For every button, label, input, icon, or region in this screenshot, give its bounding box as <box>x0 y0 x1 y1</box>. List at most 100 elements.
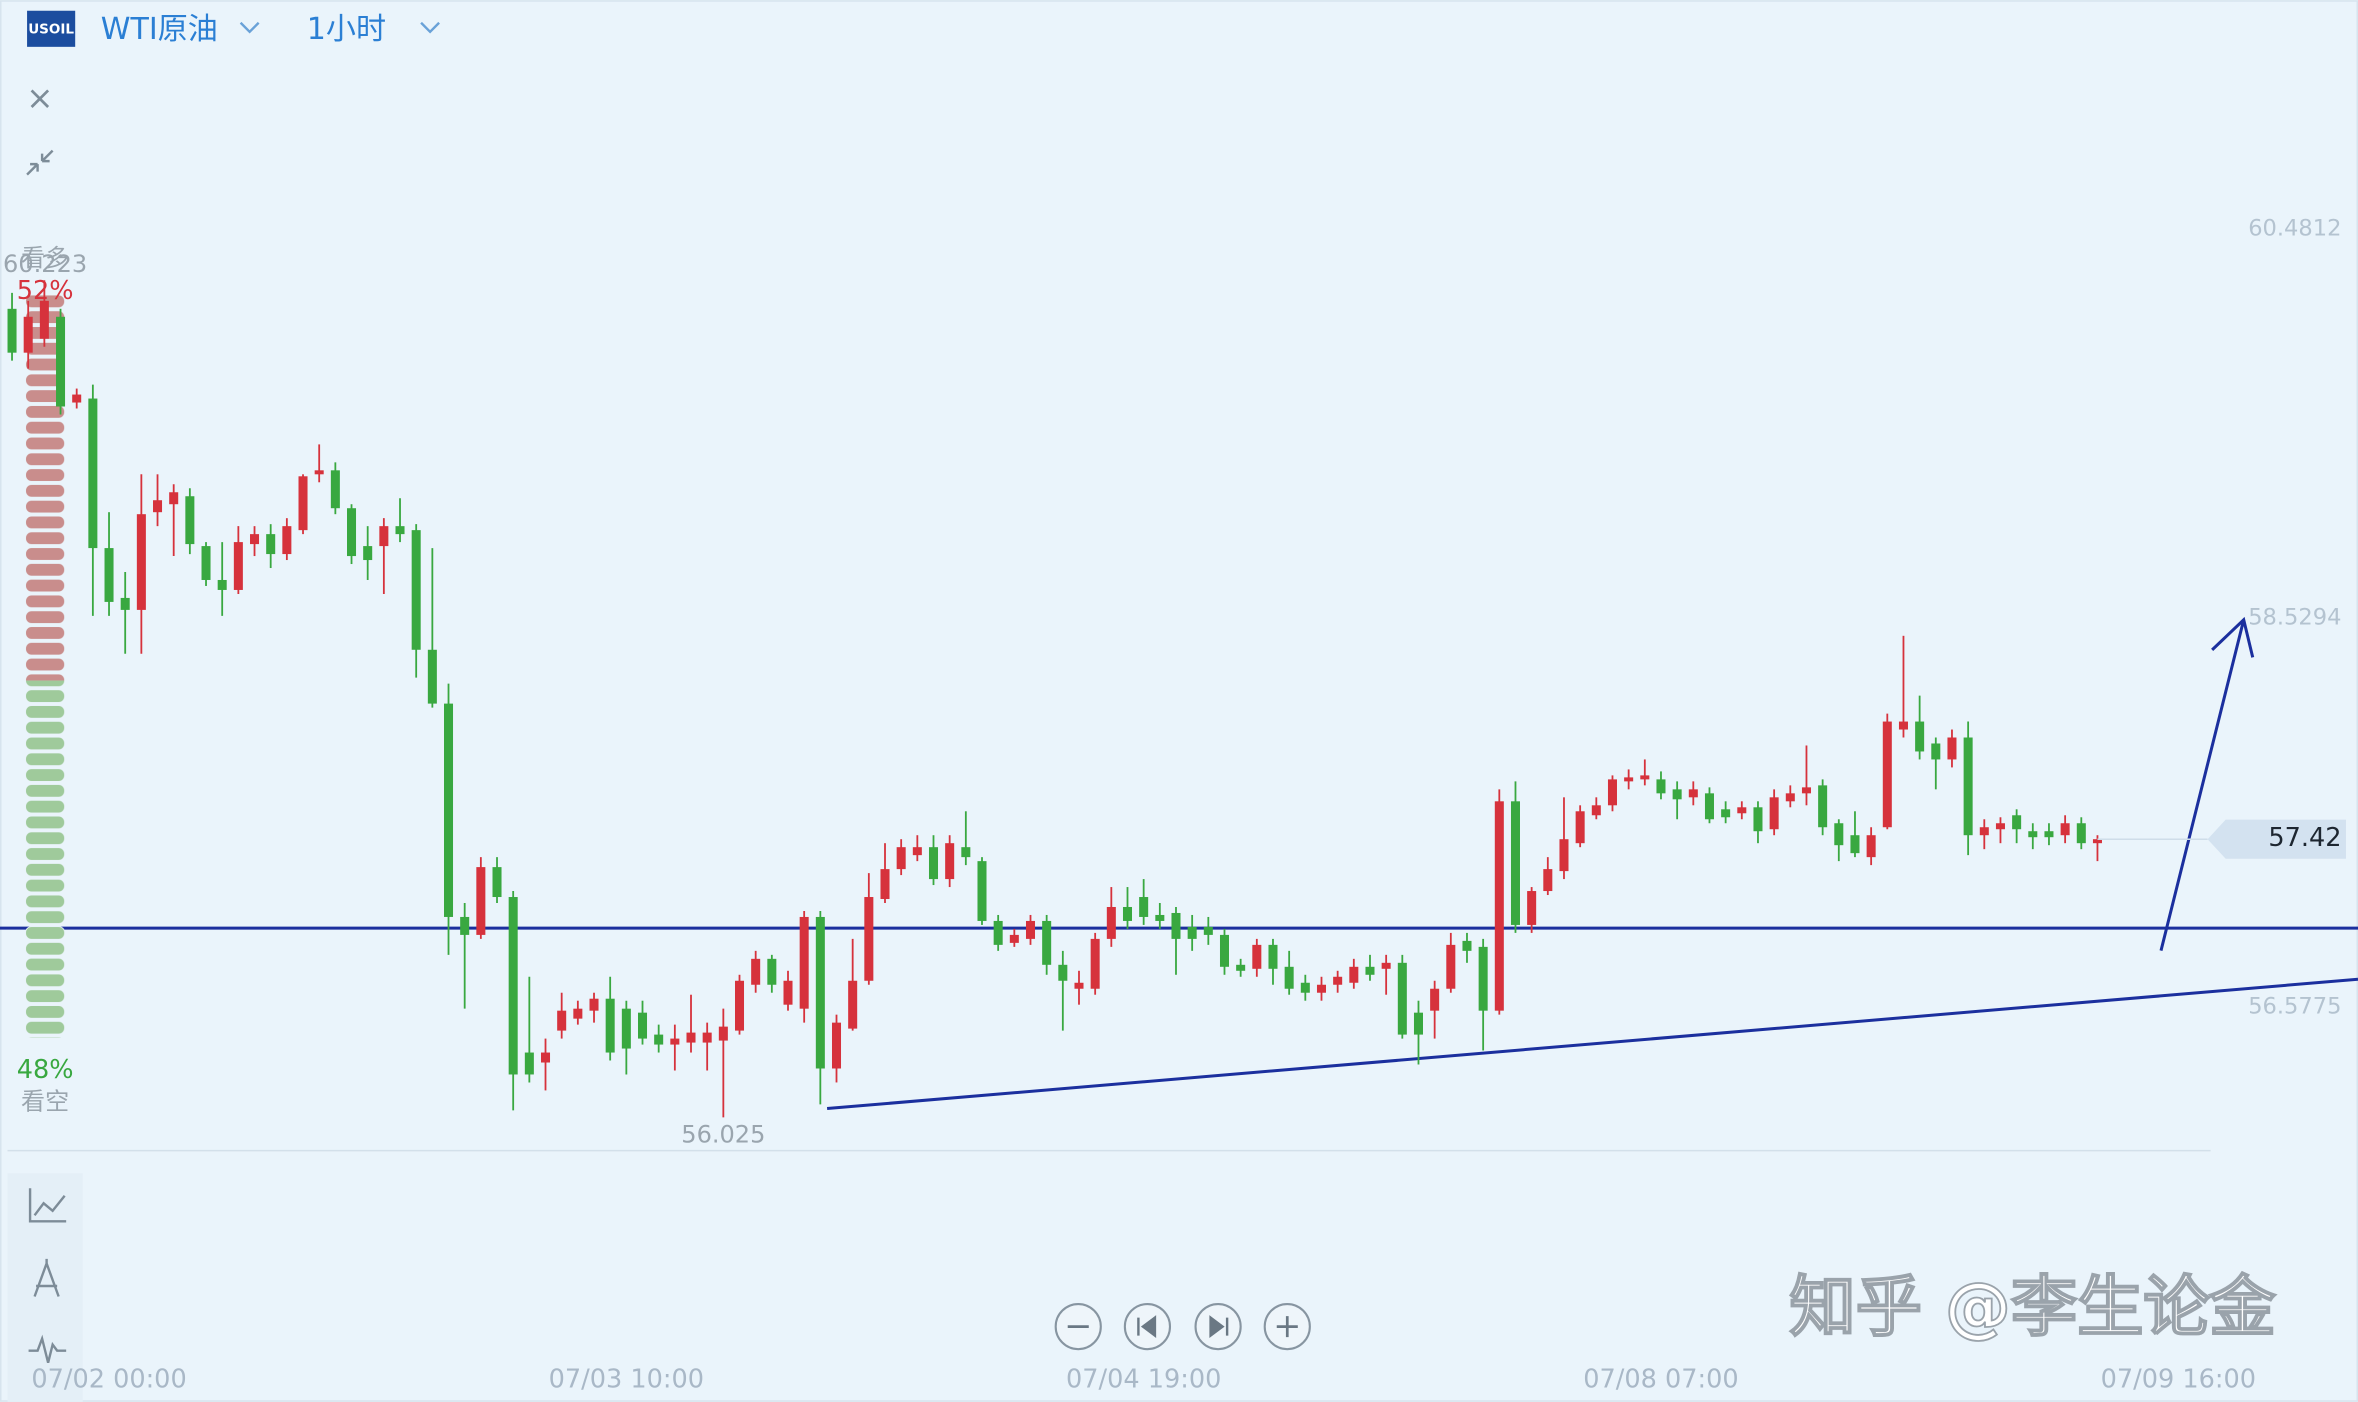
high-label: 60.223 <box>3 250 87 278</box>
candle-body <box>993 920 1003 945</box>
candle-body <box>379 526 389 547</box>
candle-body <box>864 897 874 981</box>
candle-body <box>1882 721 1892 828</box>
candle-body <box>2076 823 2086 844</box>
candle-body <box>120 597 130 610</box>
zoom-in-button[interactable] <box>1263 1302 1311 1351</box>
candle-body <box>314 470 324 475</box>
candle-body <box>2012 815 2022 830</box>
candle-body <box>1365 966 1375 975</box>
tool-panel <box>7 1173 83 1402</box>
candle-body <box>1591 805 1601 816</box>
trend-line <box>826 977 2358 1111</box>
candle-body <box>1042 920 1052 965</box>
candle-body <box>1915 721 1925 752</box>
candle-body <box>848 980 858 1029</box>
collapse-button[interactable] <box>26 149 54 176</box>
candle-body <box>136 514 146 610</box>
candle-body <box>1203 926 1213 935</box>
candle-body <box>1284 966 1294 989</box>
candle-body <box>460 916 470 935</box>
candle-body <box>557 1010 567 1031</box>
candle-body <box>799 916 809 1009</box>
candle-body <box>831 1022 842 1069</box>
candle-body <box>1219 934 1230 967</box>
y-tick-label: 58.5294 <box>2248 604 2341 630</box>
candle-body <box>1769 797 1779 830</box>
candle-body <box>783 980 793 1005</box>
candle-body <box>1090 938 1100 989</box>
candle-body <box>1575 811 1585 844</box>
candle-body <box>1252 944 1262 969</box>
candle-body <box>250 534 260 545</box>
candle-body <box>767 958 777 985</box>
candle-body <box>1333 976 1343 985</box>
bear-percent: 48% <box>17 1055 74 1085</box>
candle-body <box>686 1032 696 1043</box>
candles <box>7 280 2102 1118</box>
candle-body <box>1866 835 1876 858</box>
candle-body <box>1074 982 1084 989</box>
low-label: 56.025 <box>681 1120 765 1148</box>
candle-body <box>1656 779 1666 794</box>
candle-body <box>1122 906 1133 921</box>
candle-body <box>411 530 421 650</box>
candle-body <box>1688 789 1698 798</box>
candle-body <box>961 847 971 858</box>
candle-body <box>185 496 195 545</box>
candle-body <box>1349 966 1359 983</box>
candle-body <box>1963 737 1973 836</box>
candle-body <box>88 398 98 549</box>
candle-body <box>1995 823 2005 830</box>
x-tick-label: 07/04 19:00 <box>1066 1365 1221 1395</box>
candle-body <box>1155 914 1165 921</box>
candle-body <box>1543 869 1553 892</box>
candle-body <box>298 476 308 531</box>
candle-body <box>7 308 17 353</box>
indicator-tool[interactable] <box>28 1188 67 1223</box>
x-tick-label: 07/03 10:00 <box>549 1365 704 1395</box>
candle-body <box>1801 787 1811 794</box>
candle-body <box>589 998 599 1011</box>
candle-body <box>153 500 163 513</box>
candle-body <box>1624 777 1634 782</box>
scroll-end-button[interactable] <box>1194 1302 1242 1351</box>
candle-body <box>2044 831 2054 838</box>
candle-body <box>1316 984 1326 993</box>
candle-body <box>56 316 66 407</box>
candle-body <box>104 548 114 602</box>
candle-body <box>1607 779 1617 806</box>
candle-body <box>1268 944 1278 969</box>
oscillator-tool[interactable] <box>28 1334 67 1363</box>
candle-body <box>72 394 82 403</box>
candle-body <box>573 1008 583 1019</box>
drawing-tool[interactable] <box>33 1258 60 1297</box>
interval-selector[interactable]: 1小时 <box>307 12 440 47</box>
candle-body <box>169 492 179 505</box>
candle-body <box>217 579 227 590</box>
candle-body <box>912 847 922 856</box>
candle-body <box>880 869 890 900</box>
close-button[interactable] <box>30 89 50 108</box>
candle-body <box>541 1052 551 1063</box>
scroll-start-button[interactable] <box>1123 1302 1172 1351</box>
candle-body <box>1834 823 1844 846</box>
last-price-tag <box>2207 819 2346 859</box>
candle-body <box>492 867 502 898</box>
candle-body <box>815 916 825 1069</box>
bear-share-bar <box>24 680 67 1038</box>
x-tick-label: 07/09 16:00 <box>2101 1365 2256 1395</box>
candle-body <box>508 897 518 1075</box>
candle-body <box>1785 793 1795 802</box>
candle-body <box>1559 839 1569 872</box>
zoom-out-button[interactable] <box>1054 1302 1102 1351</box>
candle-body <box>1058 964 1068 981</box>
symbol-selector[interactable]: USOIL WTI原油 <box>27 10 260 47</box>
candle-body <box>1187 926 1197 939</box>
candle-body <box>1397 962 1407 1035</box>
candle-body <box>476 867 486 935</box>
candle-body <box>1446 944 1456 989</box>
candle-body <box>1510 801 1520 925</box>
candle-body <box>1025 920 1036 939</box>
